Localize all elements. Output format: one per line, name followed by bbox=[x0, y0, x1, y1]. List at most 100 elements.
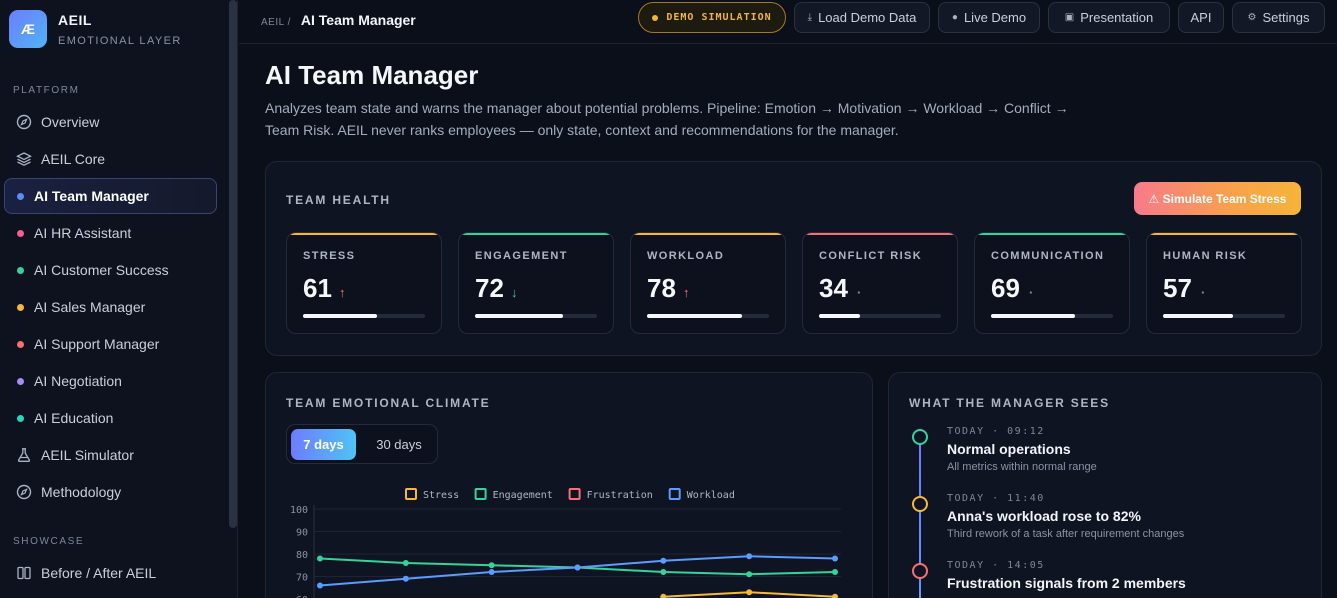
download-icon: ⤓ bbox=[807, 12, 813, 23]
timeline-line bbox=[919, 437, 921, 598]
metric-bar bbox=[647, 314, 769, 318]
api-button[interactable]: API bbox=[1178, 2, 1224, 33]
timeline-event[interactable]: TODAY · 14:05 Frustration signals from 2… bbox=[947, 560, 1186, 591]
metric-value: 57 bbox=[1163, 273, 1192, 303]
sidebar-item-label: Methodology bbox=[41, 484, 122, 500]
metric-label: WORKLOAD bbox=[647, 250, 725, 262]
presentation-button[interactable]: ▣ Presentation bbox=[1048, 2, 1170, 33]
metric-bar-fill bbox=[303, 314, 378, 318]
dot-icon: ● bbox=[951, 12, 958, 23]
metric-value: 72 bbox=[475, 273, 504, 303]
sidebar-item-ai-sales-manager[interactable]: AI Sales Manager bbox=[4, 289, 217, 325]
range-30-days-button[interactable]: 30 days bbox=[376, 437, 422, 452]
timeline-node bbox=[912, 496, 928, 512]
event-time: TODAY · 11:40 bbox=[947, 493, 1045, 504]
event-headline: Frustration signals from 2 members bbox=[947, 575, 1186, 591]
sidebar-item-label: AEIL Simulator bbox=[41, 447, 134, 463]
range-toggle: 7 days 30 days bbox=[286, 424, 438, 464]
metric-label: STRESS bbox=[303, 250, 356, 262]
legend-label: Workload bbox=[687, 490, 735, 501]
trend-up-icon: ↑ bbox=[683, 285, 690, 300]
sidebar-item-ai-negotiation[interactable]: AI Negotiation bbox=[4, 363, 217, 399]
brand-subtitle: EMOTIONAL LAYER bbox=[58, 34, 182, 47]
y-tick-label: 70 bbox=[296, 573, 308, 584]
live-demo-button[interactable]: ● Live Demo bbox=[938, 2, 1040, 33]
sidebar-item-aeil-core[interactable]: AEIL Core bbox=[4, 141, 217, 177]
metric-label: ENGAGEMENT bbox=[475, 250, 568, 262]
data-point-engagement bbox=[317, 555, 323, 562]
data-point-workload bbox=[317, 582, 323, 589]
sidebar-item-before-after[interactable]: Before / After AEIL bbox=[4, 555, 217, 591]
team-health-card: TEAM HEALTH ⚠ Simulate Team Stress STRES… bbox=[265, 161, 1322, 356]
metric-bar bbox=[991, 314, 1113, 318]
gear-icon: ⚙ bbox=[1247, 12, 1257, 23]
status-dot bbox=[17, 266, 24, 274]
data-point-workload bbox=[832, 555, 838, 562]
legend-label: Frustration bbox=[587, 490, 653, 501]
sidebar-item-methodology[interactable]: Methodology bbox=[4, 474, 217, 510]
data-point-stress bbox=[832, 593, 838, 598]
legend-swatch bbox=[474, 488, 487, 500]
legend-label: Engagement bbox=[493, 490, 553, 501]
data-point-workload bbox=[402, 575, 409, 582]
sidebar-item-ai-customer-success[interactable]: AI Customer Success bbox=[4, 252, 217, 288]
demo-simulation-badge: DEMO SIMULATION bbox=[638, 2, 786, 33]
sidebar-item-ai-hr-assistant[interactable]: AI HR Assistant bbox=[4, 215, 217, 251]
sidebar-item-label: AI Support Manager bbox=[34, 336, 160, 352]
y-tick-label: 100 bbox=[290, 505, 308, 516]
timeline-event[interactable]: TODAY · 11:40 Anna's workload rose to 82… bbox=[947, 493, 1184, 540]
event-time: TODAY · 14:05 bbox=[947, 560, 1045, 571]
simulate-team-stress-button[interactable]: ⚠ Simulate Team Stress bbox=[1134, 182, 1301, 215]
metric-bar bbox=[303, 314, 425, 318]
breadcrumb-root[interactable]: AEIL / bbox=[261, 17, 291, 28]
sidebar-item-overview[interactable]: Overview bbox=[4, 104, 217, 140]
compass-icon bbox=[16, 484, 32, 500]
metric-accent-line bbox=[975, 233, 1129, 235]
status-dot bbox=[17, 192, 24, 200]
metric-accent-line bbox=[459, 233, 613, 235]
metric-value: 61 bbox=[303, 273, 332, 303]
brand[interactable]: Æ AEIL EMOTIONAL LAYER bbox=[9, 10, 182, 48]
timeline-event[interactable]: TODAY · 09:12 Normal operations All metr… bbox=[947, 426, 1097, 473]
metric-bar bbox=[475, 314, 597, 318]
timeline-node bbox=[912, 563, 928, 579]
team-health-title: TEAM HEALTH bbox=[286, 193, 391, 207]
sidebar-item-aeil-simulator[interactable]: AEIL Simulator bbox=[4, 437, 217, 473]
sidebar-item-label: AI Team Manager bbox=[34, 188, 149, 204]
status-dot bbox=[17, 414, 24, 422]
metric-bar-fill bbox=[819, 314, 861, 318]
page-description: Analyzes team state and warns the manage… bbox=[265, 100, 1069, 138]
trend-flat-icon: · bbox=[1201, 285, 1206, 300]
data-point-workload bbox=[574, 564, 581, 571]
metric-value: 34 bbox=[819, 273, 848, 303]
sidebar-item-ai-team-manager[interactable]: AI Team Manager bbox=[4, 178, 217, 214]
sidebar-scrollbar[interactable] bbox=[229, 0, 237, 528]
sidebar-item-ai-support-manager[interactable]: AI Support Manager bbox=[4, 326, 217, 362]
metric-card-engagement: ENGAGEMENT 72 ↓ bbox=[458, 232, 614, 334]
event-headline: Anna's workload rose to 82% bbox=[947, 508, 1141, 524]
data-point-engagement bbox=[488, 562, 495, 569]
trend-down-icon: ↓ bbox=[511, 285, 518, 300]
sidebar-item-ai-education[interactable]: AI Education bbox=[4, 400, 217, 436]
metric-bar-fill bbox=[475, 314, 563, 318]
legend-label: Stress bbox=[423, 490, 459, 501]
sidebar-nav-platform: Overview AEIL Core AI Team Manager AI HR… bbox=[4, 104, 217, 511]
data-point-engagement bbox=[402, 560, 409, 566]
range-7-days-button[interactable]: 7 days bbox=[291, 429, 356, 460]
load-demo-data-button[interactable]: ⤓ Load Demo Data bbox=[794, 2, 930, 33]
sidebar-item-label: AI Sales Manager bbox=[34, 299, 146, 315]
timeline-node bbox=[912, 429, 928, 445]
data-point-workload bbox=[660, 557, 667, 564]
settings-button[interactable]: ⚙ Settings bbox=[1232, 2, 1325, 33]
metric-bar-fill bbox=[1163, 314, 1233, 318]
sidebar-item-label: AI Education bbox=[34, 410, 114, 426]
y-tick-label: 80 bbox=[296, 550, 308, 561]
event-time: TODAY · 09:12 bbox=[947, 426, 1045, 437]
flask-icon bbox=[16, 447, 32, 463]
button-label: API bbox=[1190, 10, 1212, 25]
page-title: AI Team Manager bbox=[265, 60, 479, 90]
metric-card-communication: COMMUNICATION 69 · bbox=[974, 232, 1130, 334]
metric-accent-line bbox=[803, 233, 957, 235]
status-dot bbox=[17, 377, 24, 385]
brand-logo: Æ bbox=[9, 10, 47, 48]
